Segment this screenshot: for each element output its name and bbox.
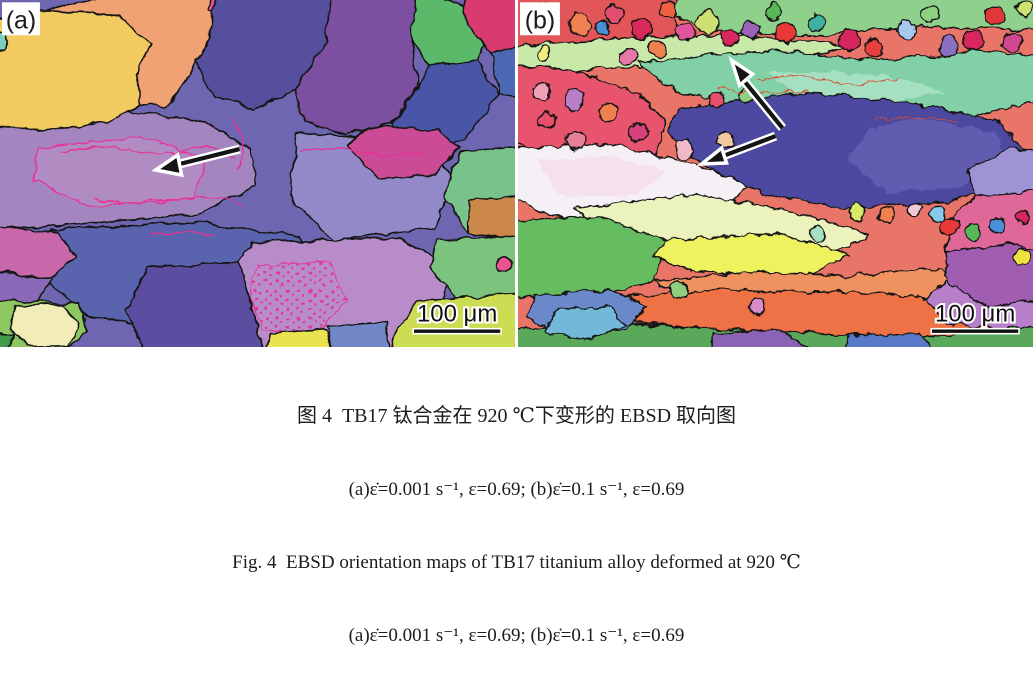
grain-map-a [0,0,515,347]
scale-bar-label-b: 100 μm [935,301,1015,328]
annotation-arrow-b-upper [728,55,786,131]
ebsd-map-panel-a: 100 μm (a) [0,0,515,347]
panel-label-text-b: (b) [525,6,555,34]
caption-en-params: (a)ε̇=0.001 s⁻¹, ε=0.69; (b)ε̇=0.1 s⁻¹, … [348,624,685,646]
annotation-arrow-b-lower [696,131,778,166]
grain-map-b [518,0,1033,347]
scale-bar-b: 100 μm [930,299,1020,335]
caption-zh-params: (a)ε̇=0.001 s⁻¹, ε=0.69; (b)ε̇=0.1 s⁻¹, … [348,479,685,500]
annotation-arrow-a [151,144,241,178]
caption-zh-title: 图 4 TB17 钛合金在 920 ℃下变形的 EBSD 取向图 [296,405,737,427]
caption-en-title: Fig. 4 EBSD orientation maps of TB17 tit… [232,551,801,573]
panel-label-b: (b) [519,2,560,36]
panel-label-text-a: (a) [6,6,36,34]
panel-label-a: (a) [1,2,40,36]
figure-caption: 图 4 TB17 钛合金在 920 ℃下变形的 EBSD 取向图 (a)ε̇=0… [0,347,1033,683]
ebsd-panels-row: 100 μm (a) [0,0,1033,347]
scale-bar-label-a: 100 μm [417,301,497,328]
ebsd-map-panel-b: 100 μm (b) [518,0,1033,347]
scale-bar-a: 100 μm [412,299,502,335]
